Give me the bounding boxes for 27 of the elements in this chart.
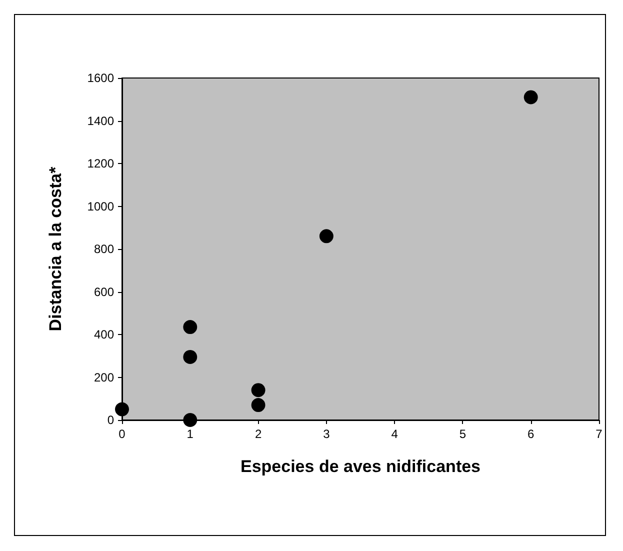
point xyxy=(251,398,266,412)
x-tick-label: 6 xyxy=(528,427,535,441)
y-tick-label: 1000 xyxy=(87,199,114,214)
x-tick-label: 3 xyxy=(323,427,330,441)
y-tick-label: 1400 xyxy=(87,114,114,128)
point xyxy=(524,90,538,104)
point xyxy=(251,383,266,398)
x-tick-label: 4 xyxy=(391,427,398,441)
x-axis-title: Especies de aves nidificantes xyxy=(240,457,481,476)
point xyxy=(183,320,198,334)
y-tick-label: 1600 xyxy=(87,71,114,85)
point xyxy=(183,350,198,364)
y-tick-label: 200 xyxy=(94,370,114,384)
y-axis-title: Distancia a la costa* xyxy=(46,166,65,332)
point xyxy=(183,413,198,427)
y-tick-label: 1200 xyxy=(87,156,114,170)
x-tick-label: 5 xyxy=(459,427,466,441)
y-tick-label: 800 xyxy=(94,242,114,256)
point xyxy=(115,402,129,416)
x-tick-label: 0 xyxy=(118,427,126,441)
x-tick-label: 2 xyxy=(254,427,262,441)
y-tick-label: 600 xyxy=(94,284,114,299)
y-tick-label: 0 xyxy=(107,413,114,427)
y-tick-label: 400 xyxy=(94,328,114,342)
x-tick-label: 7 xyxy=(596,427,603,441)
x-tick-label: 1 xyxy=(186,427,194,441)
point xyxy=(319,229,334,244)
